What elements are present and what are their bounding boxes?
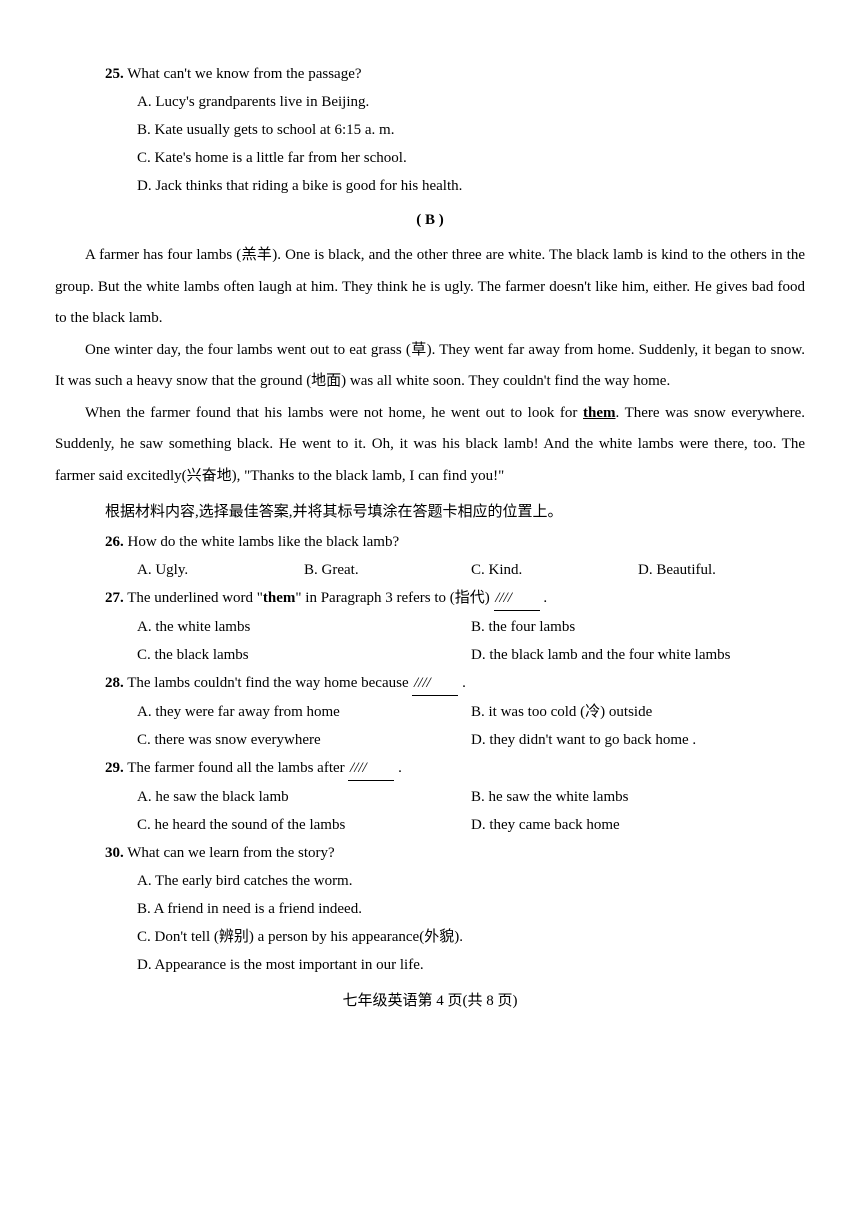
blank: //// xyxy=(412,671,458,696)
option-b: B. he saw the white lambs xyxy=(471,785,805,809)
question-number: 26. xyxy=(105,534,124,550)
question-number: 30. xyxy=(105,845,124,861)
option-c: C. there was snow everywhere xyxy=(137,728,471,752)
question-27: 27. The underlined word "them" in Paragr… xyxy=(55,586,805,667)
option-c: C. Kate's home is a little far from her … xyxy=(137,146,805,170)
question-stem: How do the white lambs like the black la… xyxy=(128,534,400,550)
question-30: 30. What can we learn from the story? A.… xyxy=(55,841,805,977)
passage-paragraph-1: A farmer has four lambs (羔羊). One is bla… xyxy=(55,240,805,335)
option-d: D. Beautiful. xyxy=(638,558,805,582)
option-d: D. they didn't want to go back home . xyxy=(471,728,805,752)
underlined-them: them xyxy=(583,405,616,421)
section-b-label: ( B ) xyxy=(55,208,805,232)
question-28: 28. The lambs couldn't find the way home… xyxy=(55,671,805,752)
option-row: A. Ugly. B. Great. C. Kind. D. Beautiful… xyxy=(137,558,805,582)
option-c: C. Kind. xyxy=(471,558,638,582)
question-25: 25. What can't we know from the passage?… xyxy=(55,62,805,198)
bold-them: them xyxy=(263,590,296,606)
blank: //// xyxy=(348,756,394,781)
option-d: D. they came back home xyxy=(471,813,805,837)
option-c: C. the black lambs xyxy=(137,643,471,667)
option-a: A. the white lambs xyxy=(137,615,471,639)
option-c: C. he heard the sound of the lambs xyxy=(137,813,471,837)
question-number: 27. xyxy=(105,590,124,606)
question-text: 30. What can we learn from the story? xyxy=(105,841,805,865)
question-stem: What can't we know from the passage? xyxy=(127,66,361,82)
option-d: D. Appearance is the most important in o… xyxy=(137,953,805,977)
option-b: B. A friend in need is a friend indeed. xyxy=(137,897,805,921)
option-c: C. Don't tell (辨别) a person by his appea… xyxy=(137,925,805,949)
option-row: C. he heard the sound of the lambs D. th… xyxy=(137,813,805,837)
blank: //// xyxy=(494,586,540,611)
question-text: 25. What can't we know from the passage? xyxy=(105,62,805,86)
option-d: D. Jack thinks that riding a bike is goo… xyxy=(137,174,805,198)
option-a: A. he saw the black lamb xyxy=(137,785,471,809)
option-row: A. they were far away from home B. it wa… xyxy=(137,700,805,724)
question-text: 27. The underlined word "them" in Paragr… xyxy=(105,586,805,611)
question-text: 26. How do the white lambs like the blac… xyxy=(105,530,805,554)
option-b: B. Kate usually gets to school at 6:15 a… xyxy=(137,118,805,142)
question-text: 28. The lambs couldn't find the way home… xyxy=(105,671,805,696)
option-a: A. Ugly. xyxy=(137,558,304,582)
option-row: A. the white lambs B. the four lambs xyxy=(137,615,805,639)
option-row: C. the black lambs D. the black lamb and… xyxy=(137,643,805,667)
passage-paragraph-3: When the farmer found that his lambs wer… xyxy=(55,398,805,493)
question-26: 26. How do the white lambs like the blac… xyxy=(55,530,805,582)
question-number: 28. xyxy=(105,675,124,691)
option-b: B. it was too cold (冷) outside xyxy=(471,700,805,724)
option-row: A. he saw the black lamb B. he saw the w… xyxy=(137,785,805,809)
question-29: 29. The farmer found all the lambs after… xyxy=(55,756,805,837)
option-b: B. the four lambs xyxy=(471,615,805,639)
option-row: C. there was snow everywhere D. they did… xyxy=(137,728,805,752)
question-text: 29. The farmer found all the lambs after… xyxy=(105,756,805,781)
option-a: A. The early bird catches the worm. xyxy=(137,869,805,893)
page-footer: 七年级英语第 4 页(共 8 页) xyxy=(55,989,805,1013)
option-a: A. they were far away from home xyxy=(137,700,471,724)
option-d: D. the black lamb and the four white lam… xyxy=(471,643,805,667)
option-b: B. Great. xyxy=(304,558,471,582)
option-a: A. Lucy's grandparents live in Beijing. xyxy=(137,90,805,114)
question-stem: What can we learn from the story? xyxy=(127,845,334,861)
passage-paragraph-2: One winter day, the four lambs went out … xyxy=(55,335,805,398)
question-number: 25. xyxy=(105,66,124,82)
instruction-text: 根据材料内容,选择最佳答案,并将其标号填涂在答题卡相应的位置上。 xyxy=(105,500,805,524)
question-number: 29. xyxy=(105,760,124,776)
passage-b: A farmer has four lambs (羔羊). One is bla… xyxy=(55,240,805,492)
